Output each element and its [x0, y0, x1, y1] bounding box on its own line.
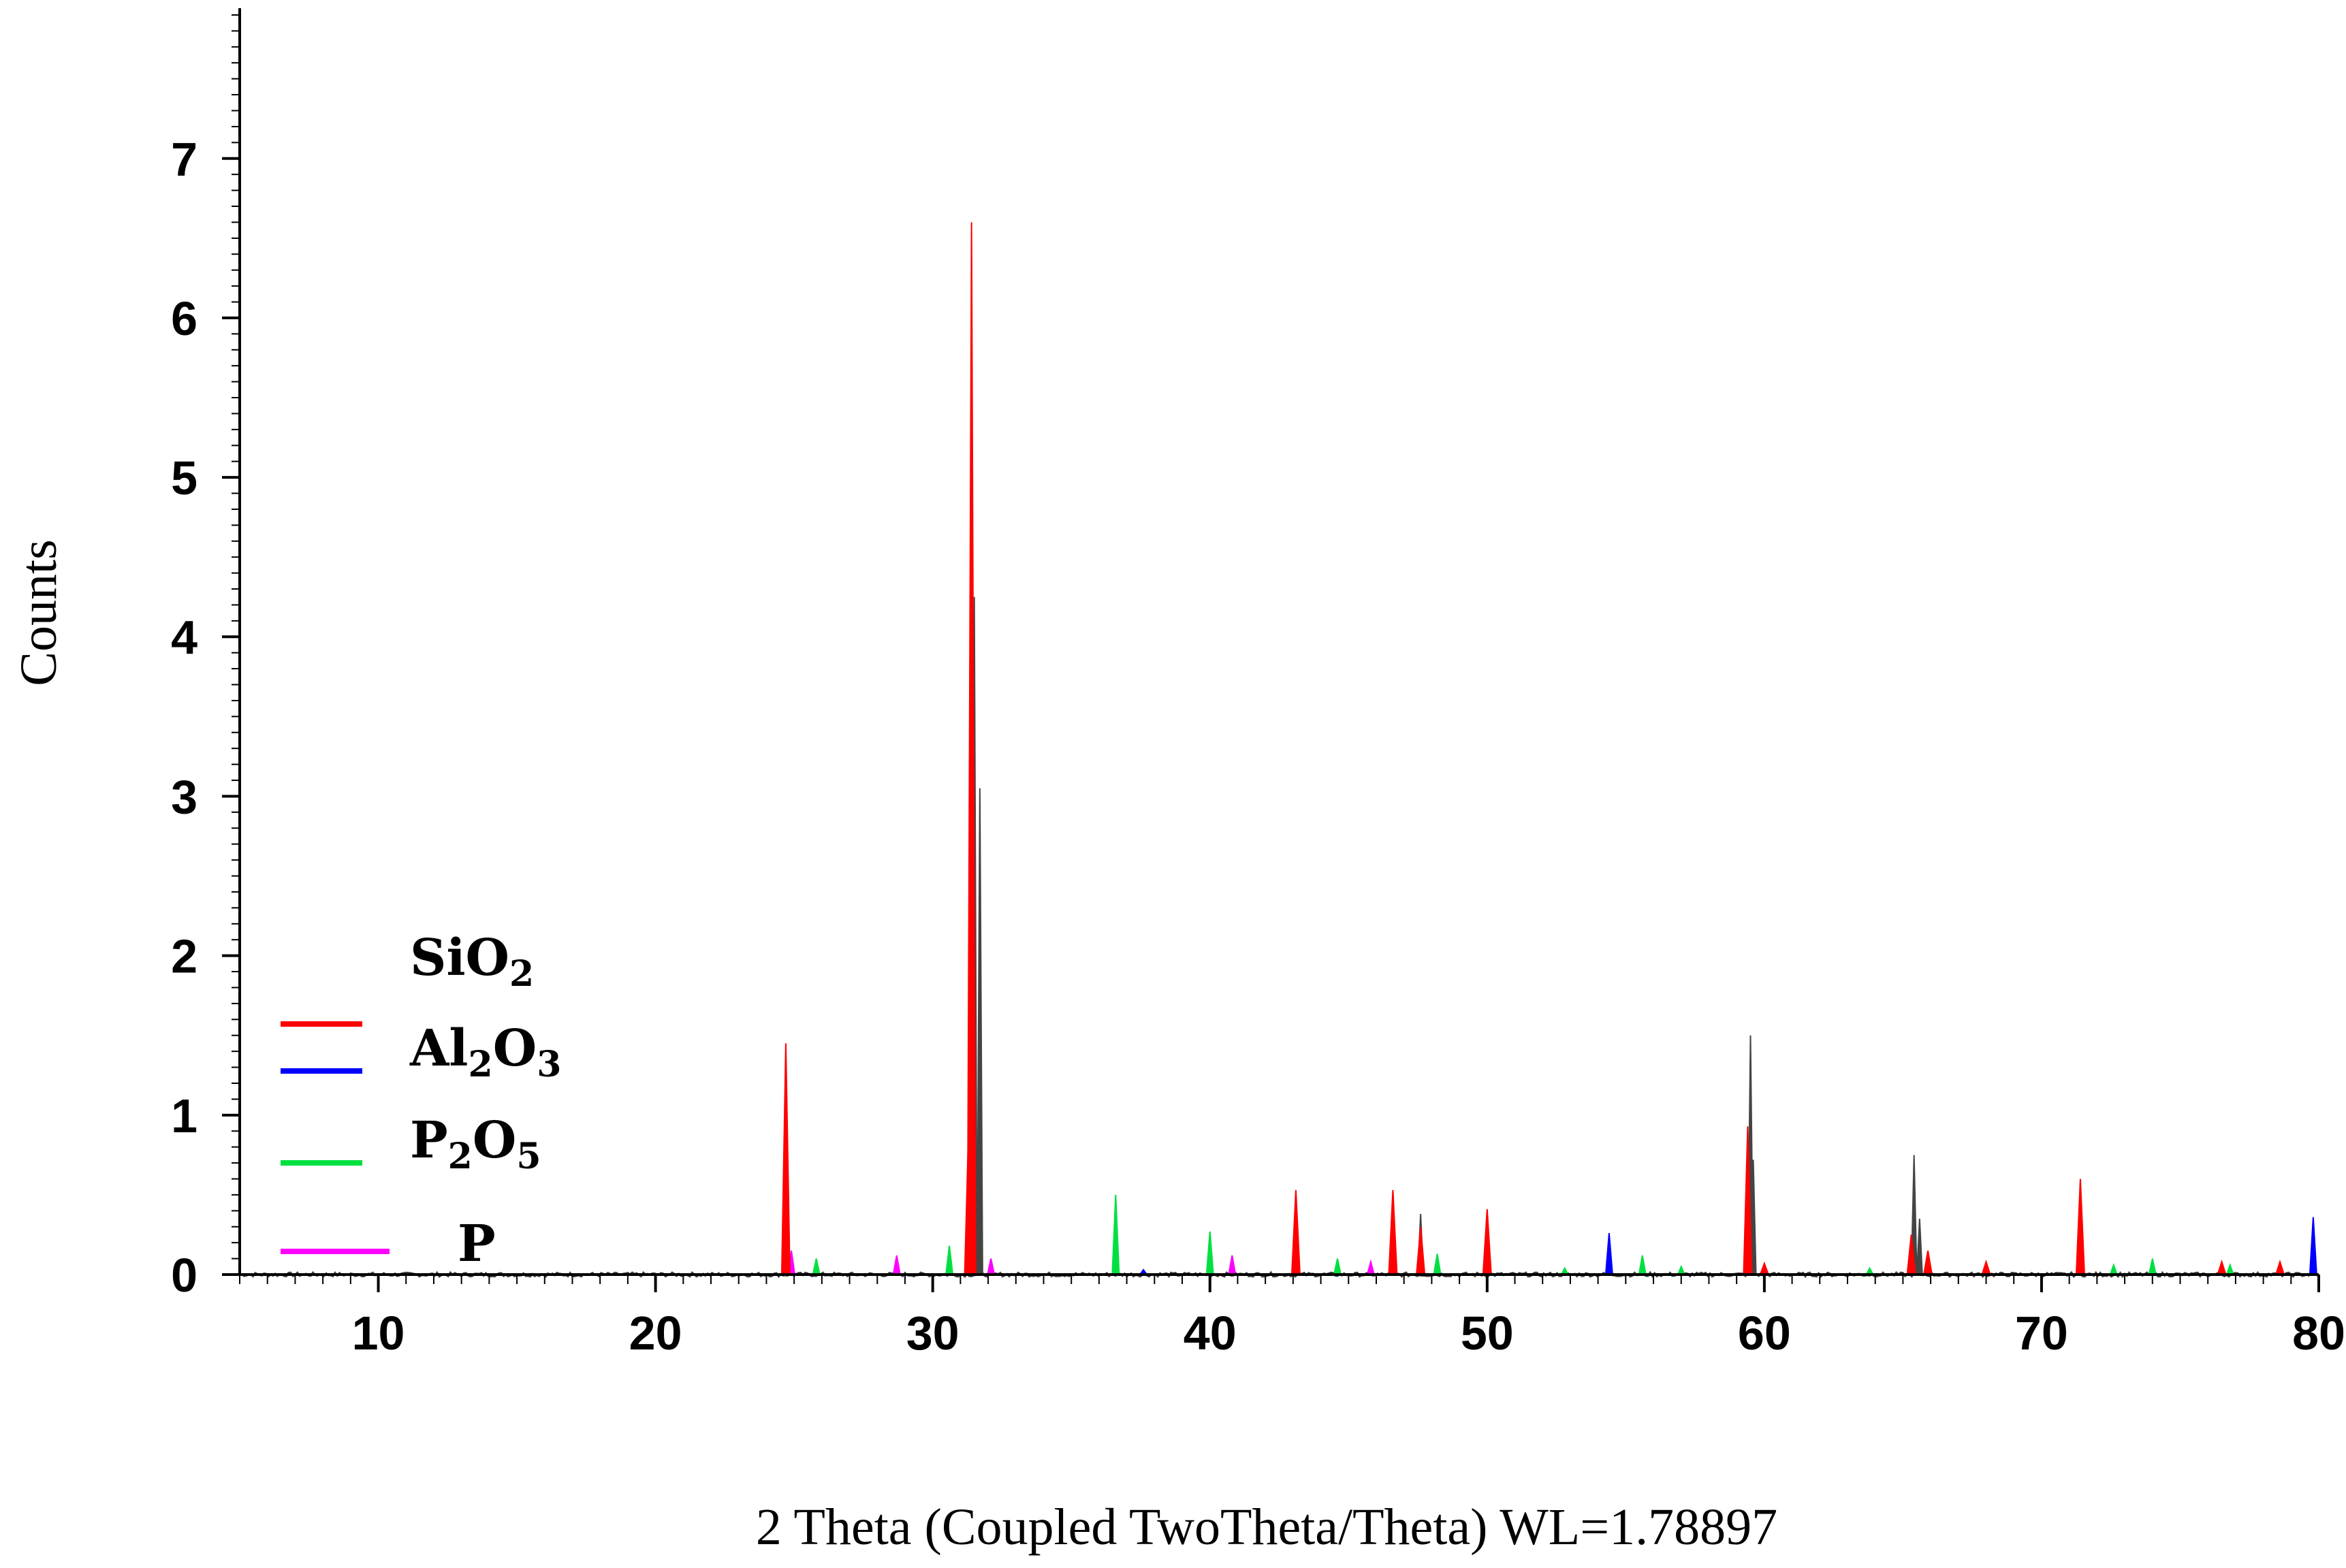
y-tick-label: 7	[171, 133, 197, 186]
x-tick-label: 50	[1461, 1307, 1514, 1360]
x-tick-label: 60	[1738, 1307, 1791, 1360]
y-tick-label: 4	[171, 611, 197, 664]
sio2-peak	[1759, 1261, 1770, 1275]
sio2-peak	[2217, 1259, 2227, 1275]
y-tick-label: 1	[171, 1089, 197, 1142]
measured-peak	[976, 788, 983, 1275]
p2o5-peak	[2148, 1258, 2157, 1275]
plot-area	[239, 222, 2319, 1279]
sio2-peak	[1388, 1189, 1398, 1275]
legend-label: SiO2	[410, 929, 534, 995]
sio2-peak	[2274, 1259, 2285, 1275]
sio2-peak	[1482, 1209, 1492, 1275]
x-tick-label: 30	[906, 1307, 960, 1360]
p2o5-peak	[2225, 1262, 2235, 1275]
x-tick-label: 80	[2292, 1307, 2345, 1360]
p2o5-peak	[2109, 1262, 2119, 1275]
phosphorus-peak	[892, 1255, 901, 1275]
phosphorus-peak	[1366, 1259, 1376, 1275]
x-axis-title: 2 Theta (Coupled TwoTheta/Theta) WL=1.78…	[756, 1499, 1777, 1556]
al2o3-peak	[2309, 1217, 2317, 1275]
y-tick-label: 6	[171, 292, 197, 345]
p2o5-peak	[1111, 1194, 1120, 1275]
x-tick-label: 10	[352, 1307, 405, 1360]
phosphorus-peak	[986, 1258, 996, 1275]
x-tick-label: 20	[629, 1307, 682, 1360]
x-tick-label: 40	[1184, 1307, 1237, 1360]
p2o5-peak	[812, 1258, 821, 1275]
y-axis-title: Counts	[10, 539, 67, 686]
p2o5-peak	[1638, 1255, 1647, 1275]
p2o5-peak	[1333, 1258, 1342, 1275]
sio2-peak	[1922, 1250, 1933, 1275]
y-tick-label: 2	[171, 930, 197, 983]
p2o5-peak	[1205, 1231, 1214, 1275]
al2o3-peak	[1604, 1233, 1613, 1275]
p2o5-peak	[945, 1245, 954, 1275]
axes	[238, 8, 2319, 1276]
ticks: 10 20 30 40 50 60 70 80 0 1 2 3 4 5 6 7	[171, 14, 2345, 1360]
x-tick-label: 70	[2015, 1307, 2068, 1360]
y-tick-label: 5	[171, 451, 197, 505]
sio2-peak	[2075, 1179, 2085, 1275]
y-tick-label: 0	[171, 1249, 197, 1302]
sio2-peak	[1290, 1189, 1301, 1275]
measured-peak	[1916, 1218, 1923, 1275]
sio2-peak	[1416, 1226, 1426, 1275]
phosphorus-peak	[1228, 1255, 1237, 1275]
y-tick-label: 3	[171, 770, 197, 823]
legend-label: Al2O3	[409, 1019, 561, 1085]
legend: SiO2 Al2O3 P2O5 P	[281, 929, 561, 1273]
sio2-peak	[1981, 1259, 1991, 1275]
sio2-peak	[780, 1043, 791, 1275]
p2o5-peak	[1433, 1253, 1442, 1275]
legend-label: P2O5	[410, 1111, 541, 1177]
legend-label: P	[458, 1215, 496, 1273]
